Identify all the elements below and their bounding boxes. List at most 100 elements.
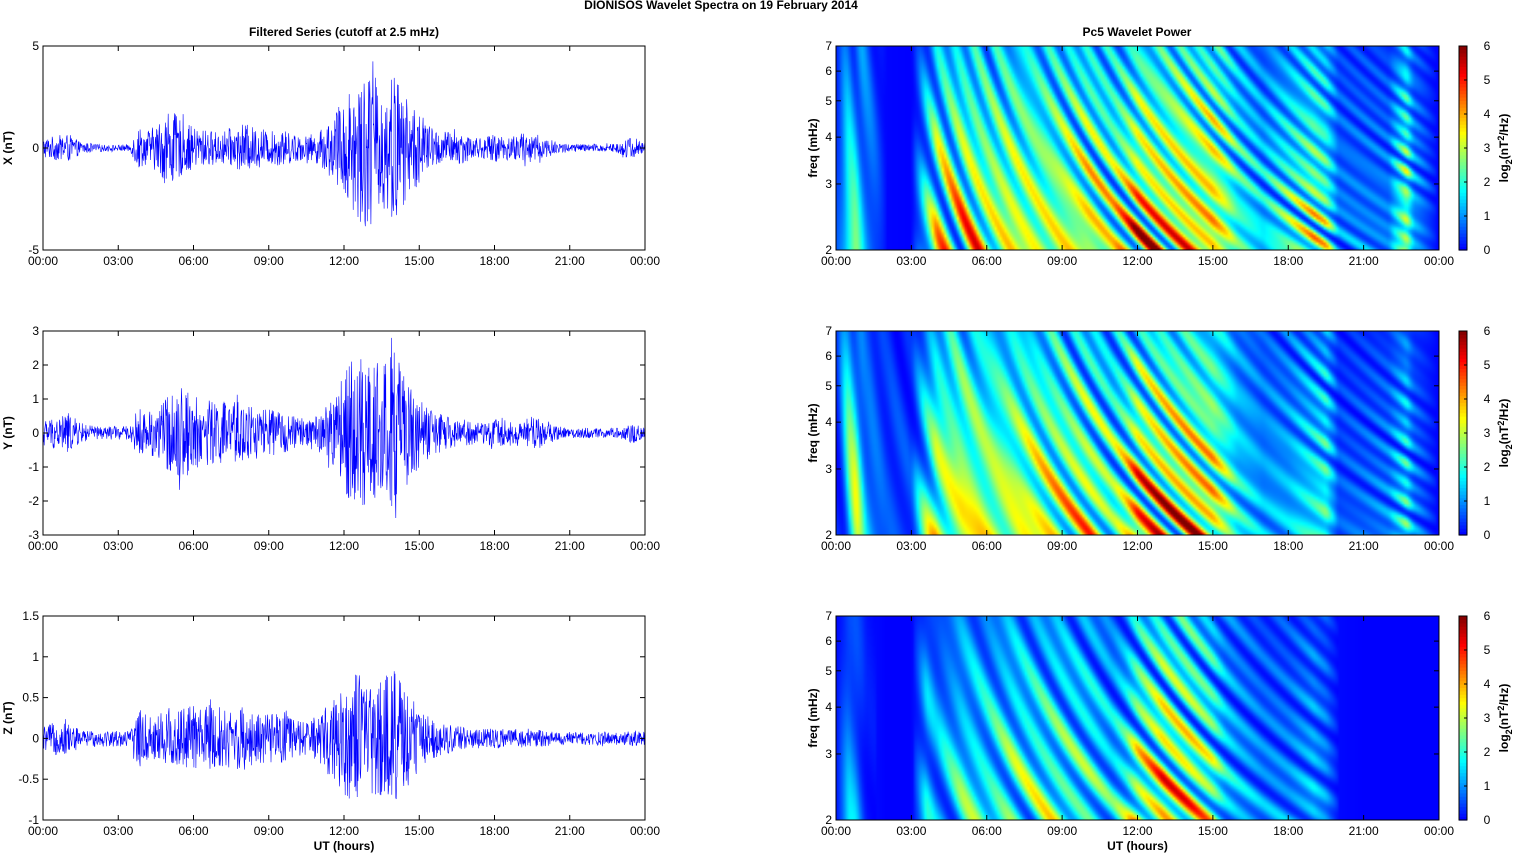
spectrogram-x-colorbar-tick-label: 6 [1484,39,1491,53]
spectrogram-z-colorbar-segment [1459,775,1467,780]
spectrogram-z-colorbar-segment [1459,728,1467,733]
spectrogram-z-xtick-label: 06:00 [972,824,1002,838]
spectrogram-z-colorbar-segment [1459,721,1467,726]
spectrogram-z-colorbar-segment [1459,792,1467,797]
spectrogram-z-colorbar-segment [1459,738,1467,743]
spectrogram-x-colorbar-segment [1459,144,1467,149]
spectrogram-y-colorbar-segment [1459,354,1467,359]
right-column-title: Pc5 Wavelet Power [1083,25,1192,39]
spectrogram-z-colorbar-tick-label: 3 [1484,711,1491,725]
spectrogram-x-colorbar-segment [1459,239,1467,244]
spectrogram-z-colorbar-segment [1459,799,1467,804]
spectrogram-x-ytick-label: 5 [825,94,832,108]
series-z-ylabel: Z (nT) [1,701,15,734]
spectrogram-z-colorbar-segment [1459,694,1467,699]
spectrogram-x-colorbar-segment [1459,120,1467,125]
series-x-ytick-label: -5 [28,243,39,257]
spectrogram-y-colorbar-segment [1459,419,1467,424]
series-z-ytick-label: -1 [28,813,39,827]
spectrogram-y-colorbar-tick-label: 3 [1484,426,1491,440]
spectrogram-z-colorbar-segment [1459,633,1467,637]
spectrogram-y-colorbar-segment [1459,439,1467,444]
spectrogram-y-colorbar-segment [1459,412,1467,417]
spectrogram-x-ytick-label: 6 [825,64,832,78]
spectrogram-y-colorbar-segment [1459,351,1467,356]
spectrogram-y-colorbar-segment [1459,470,1467,475]
spectrogram-z-colorbar-segment [1459,663,1467,668]
series-y-ytick-label: -3 [28,528,39,542]
spectrogram-y-colorbar-segment [1459,453,1467,458]
spectrogram-x-colorbar-segment [1459,222,1467,227]
spectrogram-x-colorbar-segment [1459,188,1467,193]
spectrogram-x-colorbar-segment [1459,117,1467,122]
spectrogram-x-colorbar-segment [1459,110,1467,115]
spectrogram-x-colorbar-segment [1459,178,1467,183]
spectrogram-y-colorbar-segment [1459,494,1467,499]
spectrogram-x-colorbar-segment [1459,219,1467,224]
spectrogram-x-colorbar-segment [1459,97,1467,101]
spectrogram-y-colorbar-segment [1459,528,1467,533]
spectrogram-x-colorbar-segment [1459,158,1467,163]
spectrogram-y-colorbar-segment [1459,382,1467,386]
spectrogram-x-xtick-label: 00:00 [821,254,851,268]
spectrogram-x-xtick-label: 12:00 [1122,254,1152,268]
spectrogram-x-colorbar-segment [1459,83,1467,88]
spectrogram-y-colorbar-segment [1459,436,1467,441]
series-y-ytick-label: -1 [28,460,39,474]
spectrogram-y-colorbar-segment [1459,337,1467,342]
plots-layer: 50-500:00 03:00 06:00 09:00 12:00 15:00 18:00 2… [1,39,1514,853]
series-y-xtick-label: 06:00 [178,539,208,553]
spectrogram-y-colorbar-segment [1459,490,1467,495]
spectrogram-z-colorbar-segment [1459,619,1467,624]
spectrogram-y-xtick-label: 18:00 [1273,539,1303,553]
spectrogram-z-colorbar-segment [1459,782,1467,787]
series-y-xtick-label: 12:00 [329,539,359,553]
spectrogram-y-colorbar-label: log2(nT2/Hz) [1496,399,1514,468]
spectrogram-z-colorbar-segment [1459,667,1467,671]
spectrogram-x-colorbar-segment [1459,73,1467,78]
spectrogram-y-colorbar-segment [1459,446,1467,451]
spectrogram-x-colorbar-segment [1459,246,1467,251]
series-x-xtick-label: 15:00 [404,254,434,268]
series-y-xtick-label: 21:00 [555,539,585,553]
spectrogram-x-colorbar-segment [1459,226,1467,231]
spectrogram-z-colorbar-segment [1459,806,1467,811]
spectrogram-y-ytick-label: 4 [825,415,832,429]
spectrogram-y-xtick-label: 15:00 [1198,539,1228,553]
spectrogram-x-colorbar-segment [1459,195,1467,200]
spectrogram-z-colorbar-segment [1459,786,1467,790]
spectrogram-y-colorbar-segment [1459,422,1467,427]
spectrogram-y-xtick-label: 12:00 [1122,539,1152,553]
spectrogram-z-colorbar-segment [1459,622,1467,627]
spectrogram-y-colorbar-segment [1459,371,1467,376]
spectrogram-z-colorbar-segment [1459,748,1467,753]
spectrogram-z-colorbar-segment [1459,653,1467,658]
spectrogram-y-colorbar-segment [1459,531,1467,536]
series-y-ytick-label: 2 [32,358,39,372]
spectrogram-x-xtick-label: 21:00 [1349,254,1379,268]
spectrogram-z-colorbar-segment [1459,690,1467,695]
spectrogram-y-colorbar-segment [1459,450,1467,454]
spectrogram-z-ytick-label: 5 [825,664,832,678]
spectrogram-z-colorbar-segment [1459,673,1467,678]
spectrogram-x-colorbar-tick-label: 5 [1484,73,1491,87]
spectrogram-z-colorbar-segment [1459,704,1467,709]
spectrogram-x-xtick-label: 06:00 [972,254,1002,268]
spectrogram-z-xtick-label: 21:00 [1349,824,1379,838]
spectrogram-x-colorbar-segment [1459,171,1467,176]
spectrogram-x-ylabel: freq (mHz) [806,118,820,177]
spectrogram-z-colorbar-segment [1459,752,1467,756]
spectrogram-x-colorbar-segment [1459,236,1467,241]
spectrogram-x-colorbar-segment [1459,59,1467,64]
series-z-xtick-label: 12:00 [329,824,359,838]
spectrogram-y-colorbar-tick-label: 0 [1484,528,1491,542]
series-x-xtick-label: 09:00 [254,254,284,268]
spectrogram-x-colorbar-segment [1459,114,1467,118]
series-z-xtick-label: 09:00 [254,824,284,838]
spectrogram-y-colorbar-segment [1459,375,1467,380]
spectrogram-z-power-image [836,616,1439,820]
spectrogram-z-colorbar-tick-label: 4 [1484,677,1491,691]
spectrogram-x-ytick-label: 7 [825,39,832,53]
series-z-ytick-label: 0.5 [22,691,39,705]
spectrogram-y-ytick-label: 6 [825,349,832,363]
